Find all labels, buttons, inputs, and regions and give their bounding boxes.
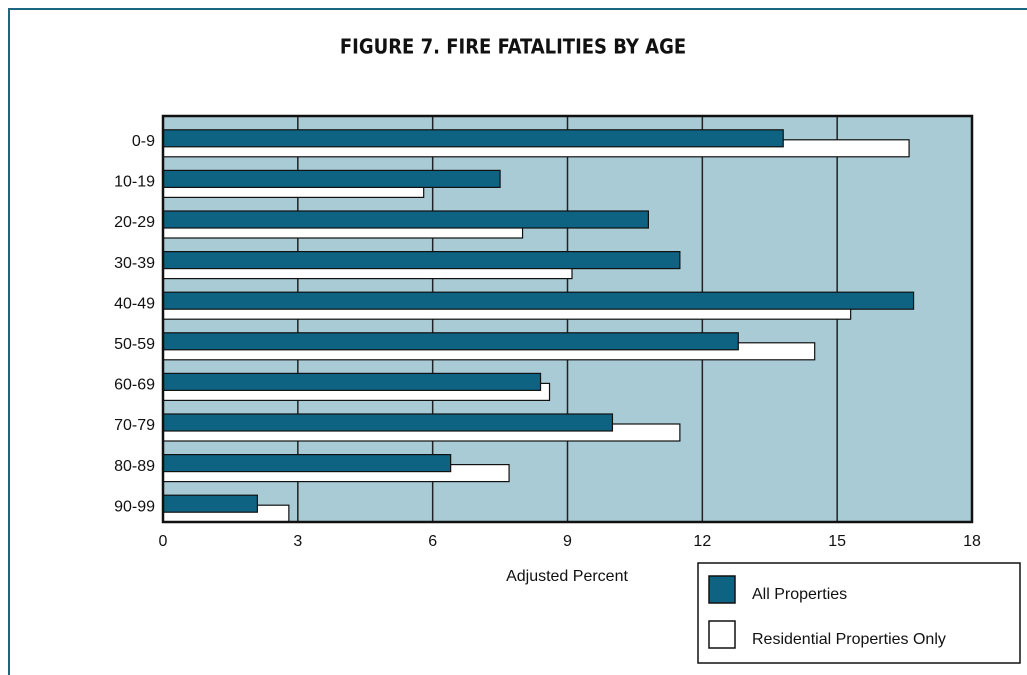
bar [162,413,614,432]
legend-swatch [708,575,736,604]
x-tick-label: 6 [428,533,437,550]
bar [162,332,739,351]
y-tick-label: 30-39 [114,255,155,272]
y-tick-label: 70-79 [114,417,155,434]
x-tick-label: 0 [159,533,168,550]
y-tick-label: 40-49 [114,295,155,312]
legend [697,562,1021,664]
legend-label: Residential Properties Only [752,631,946,648]
bar [162,210,649,229]
bar [162,250,681,270]
x-tick-label: 3 [293,533,302,550]
y-tick-label: 20-29 [114,214,155,231]
bar [162,494,258,513]
x-tick-label: 12 [693,533,711,550]
chart-title: FIGURE 7. FIRE FATALITIES BY AGE [340,35,686,59]
x-tick-label: 18 [963,533,981,550]
y-tick-label: 10-19 [114,174,155,191]
y-tick-label: 0-9 [132,133,155,150]
y-tick-label: 80-89 [114,458,155,475]
legend-swatch [708,620,736,649]
y-tick-label: 50-59 [114,336,155,353]
plot-border [161,114,974,524]
x-tick-label: 9 [563,533,572,550]
bar [162,372,542,391]
legend-label: All Properties [752,586,847,603]
x-tick-label: 15 [828,533,846,550]
x-axis-label: Adjusted Percent [506,568,628,585]
bar [162,169,501,188]
bar [162,129,784,148]
y-tick-label: 90-99 [114,498,155,515]
frame [8,8,1027,675]
bar [162,291,915,310]
bar [162,453,452,473]
y-tick-label: 60-69 [114,377,155,394]
